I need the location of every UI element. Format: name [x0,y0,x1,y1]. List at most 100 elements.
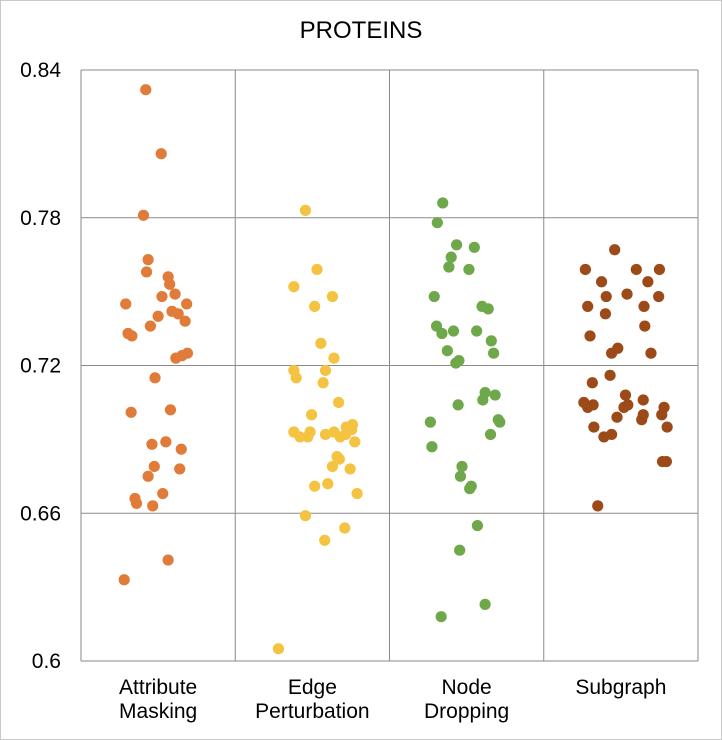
data-point [618,401,630,413]
data-point [326,290,339,303]
data-point [645,347,657,359]
data-point [126,330,138,342]
data-point [606,428,618,441]
data-point [174,463,186,475]
series-group [578,244,673,512]
data-point [309,300,321,312]
y-tick-label: 0.6 [32,650,61,673]
data-point [431,217,443,229]
series-group [424,197,506,623]
data-point [488,347,500,359]
data-point [463,263,475,276]
data-point [443,261,455,273]
y-tick-label: 0.84 [20,59,61,82]
data-point [656,409,668,421]
data-point [142,254,154,266]
data-point [118,574,130,586]
data-point [152,310,164,322]
data-point [170,352,182,364]
data-point [599,308,612,320]
data-point [294,431,306,443]
data-point [482,303,494,315]
data-point [471,325,483,337]
data-point [621,288,633,300]
data-point [454,544,466,556]
y-axis-ticks: 0.6 0.66 0.72 0.78 0.84 [20,59,61,673]
data-point [435,611,447,623]
data-point [140,84,152,96]
data-point [344,463,356,475]
data-point [604,369,616,381]
data-point [299,204,312,216]
chart-title: PROTEINS [300,17,423,44]
data-point [639,320,651,332]
data-point [290,372,302,384]
data-point [328,352,340,364]
data-point [661,421,673,433]
data-point [456,460,468,473]
data-point [272,643,285,655]
data-point [450,239,463,251]
data-point [288,281,300,293]
data-point [424,416,436,428]
data-point [428,290,440,303]
x-category-label: Attribute [119,676,197,699]
data-point [489,389,501,401]
data-point [172,308,184,320]
data-point [155,148,167,160]
data-point [494,416,506,428]
data-point [140,266,153,278]
data-point [452,399,464,411]
data-point [611,411,623,423]
data-point [453,354,465,367]
series-group [118,84,194,586]
data-points [118,84,673,655]
data-point [595,276,608,288]
data-point [164,404,177,416]
data-point [144,320,157,332]
data-point [436,327,448,340]
data-point [332,396,345,409]
data-point [454,470,467,482]
y-tick-label: 0.78 [20,207,61,230]
data-point [447,325,460,337]
data-point [120,298,132,310]
data-point [164,278,176,290]
data-point [468,241,480,253]
data-point [437,197,449,209]
data-point [147,500,159,512]
data-point [142,470,154,482]
x-category-label: Dropping [424,700,509,723]
data-point [349,436,361,448]
data-point [319,428,332,441]
data-point [426,441,438,453]
data-point [586,377,598,389]
data-point [441,345,453,357]
x-category-label: Subgraph [575,676,666,699]
data-point [653,263,666,276]
series-group [272,204,363,655]
x-category-label: Node [442,676,492,699]
data-point [636,414,648,426]
data-point [160,436,172,448]
data-point [169,288,181,300]
data-point [309,480,321,492]
data-point [582,300,594,312]
data-point [637,394,649,406]
data-point [146,438,158,450]
data-point [157,487,169,500]
data-point [311,263,323,276]
data-point [630,263,642,276]
data-point [130,497,143,509]
data-point [319,364,332,377]
data-point [156,290,168,303]
data-point [588,421,600,433]
x-category-label: Perturbation [255,700,369,723]
data-point [302,431,314,443]
data-point [148,460,160,473]
data-point [162,554,174,566]
data-point [653,290,665,303]
data-point [619,389,632,401]
data-point [660,455,672,468]
data-point [638,300,650,312]
